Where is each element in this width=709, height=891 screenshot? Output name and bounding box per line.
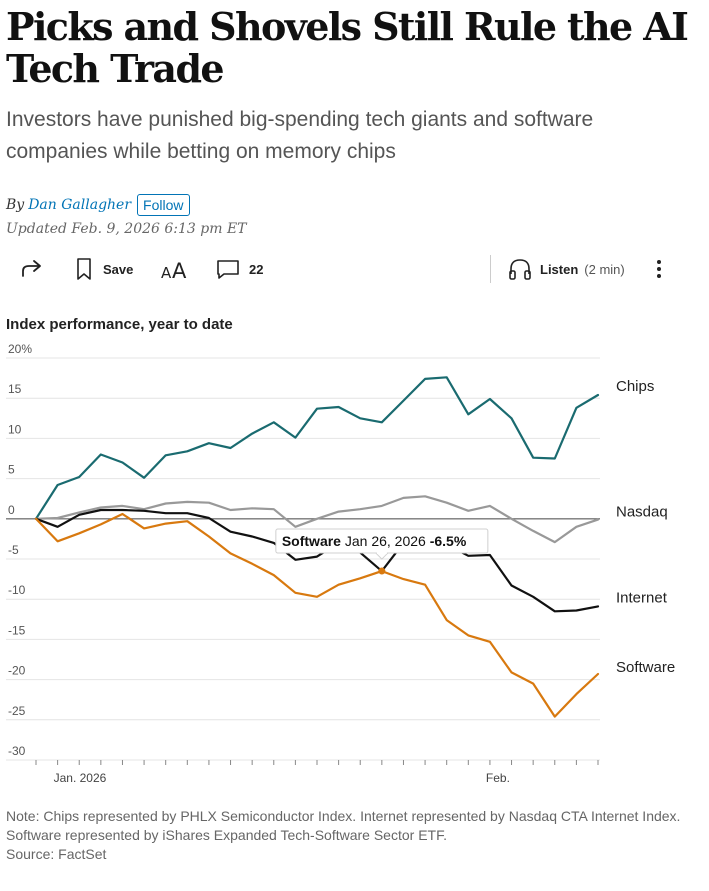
- x-tick-label: Feb.: [486, 771, 510, 785]
- updated-timestamp: Updated Feb. 9, 2026 6:13 pm ET: [6, 221, 247, 237]
- tooltip-marker: [378, 567, 386, 575]
- comment-count: 22: [249, 261, 264, 277]
- y-tick-label: 0: [8, 503, 15, 517]
- share-icon: [22, 260, 41, 277]
- y-tick-label: -20: [8, 664, 26, 678]
- series-label-chips: Chips: [616, 378, 654, 395]
- svg-text:A: A: [161, 264, 172, 282]
- x-tick-label: Jan. 2026: [54, 771, 107, 785]
- y-tick-label: 15: [8, 382, 22, 396]
- chart-notes: Note: Chips represented by PHLX Semicond…: [6, 807, 706, 864]
- tooltip-text: Software Jan 26, 2026 -6.5%: [282, 533, 467, 549]
- series-line-internet: [34, 508, 600, 613]
- follow-button[interactable]: Follow: [137, 194, 190, 216]
- more-vertical-icon: [657, 260, 661, 278]
- save-label: Save: [103, 261, 134, 277]
- listen-duration: (2 min): [584, 261, 625, 277]
- y-tick-label: -25: [8, 704, 26, 718]
- comment-icon: [217, 260, 239, 279]
- source-line: Source: FactSet: [6, 846, 107, 862]
- byline-prefix: By: [6, 197, 25, 213]
- comments-button[interactable]: 22: [215, 254, 263, 284]
- article-toolbar: Save A A 22 Listen (2 min): [0, 250, 709, 288]
- text-size-icon: A A: [161, 259, 187, 282]
- y-tick-label: -10: [8, 583, 26, 597]
- bookmark-icon: [77, 258, 91, 280]
- note-line-2: Software represented by iShares Expanded…: [6, 827, 447, 843]
- y-tick-label: 10: [8, 422, 22, 436]
- text-size-button[interactable]: A A: [160, 254, 190, 284]
- y-tick-label: 5: [8, 463, 15, 477]
- series-line-software: [34, 512, 600, 718]
- y-tick-label: -30: [8, 744, 26, 758]
- svg-text:A: A: [172, 259, 187, 282]
- series-label-nasdaq: Nasdaq: [616, 504, 668, 521]
- headphones-icon: [509, 259, 531, 280]
- series-label-software: Software: [616, 659, 675, 676]
- share-button[interactable]: [19, 254, 45, 284]
- toolbar-divider: [490, 255, 491, 283]
- listen-button[interactable]: Listen (2 min): [508, 254, 625, 284]
- more-options-button[interactable]: [652, 254, 666, 284]
- dek: Investors have punished big-spending tec…: [6, 108, 594, 163]
- tooltip-series: Software: [282, 533, 345, 549]
- author-link[interactable]: Dan Gallagher: [28, 197, 132, 213]
- series-line-chips: [34, 376, 600, 520]
- tooltip-value: -6.5%: [430, 533, 467, 549]
- listen-label: Listen: [540, 261, 579, 277]
- save-button[interactable]: Save: [73, 254, 133, 284]
- series-label-internet: Internet: [616, 589, 668, 606]
- headline: Picks and Shovels Still Rule the AI Tech…: [6, 4, 689, 91]
- y-tick-label: 20%: [8, 342, 32, 356]
- chart-title: Index performance, year to date: [6, 316, 233, 333]
- line-chart: 20% 15 10 5 0 -5 -10 -15 -20 -25 -30 Jan. 2026 Feb. C…: [6, 342, 675, 785]
- tooltip-date: Jan 26, 2026: [345, 533, 430, 549]
- byline: By Dan Gallagher Follow: [6, 193, 190, 217]
- y-tick-label: -5: [8, 543, 19, 557]
- series-line-nasdaq: [34, 495, 600, 544]
- y-tick-label: -15: [8, 623, 26, 637]
- note-line-1: Note: Chips represented by PHLX Semicond…: [6, 808, 681, 824]
